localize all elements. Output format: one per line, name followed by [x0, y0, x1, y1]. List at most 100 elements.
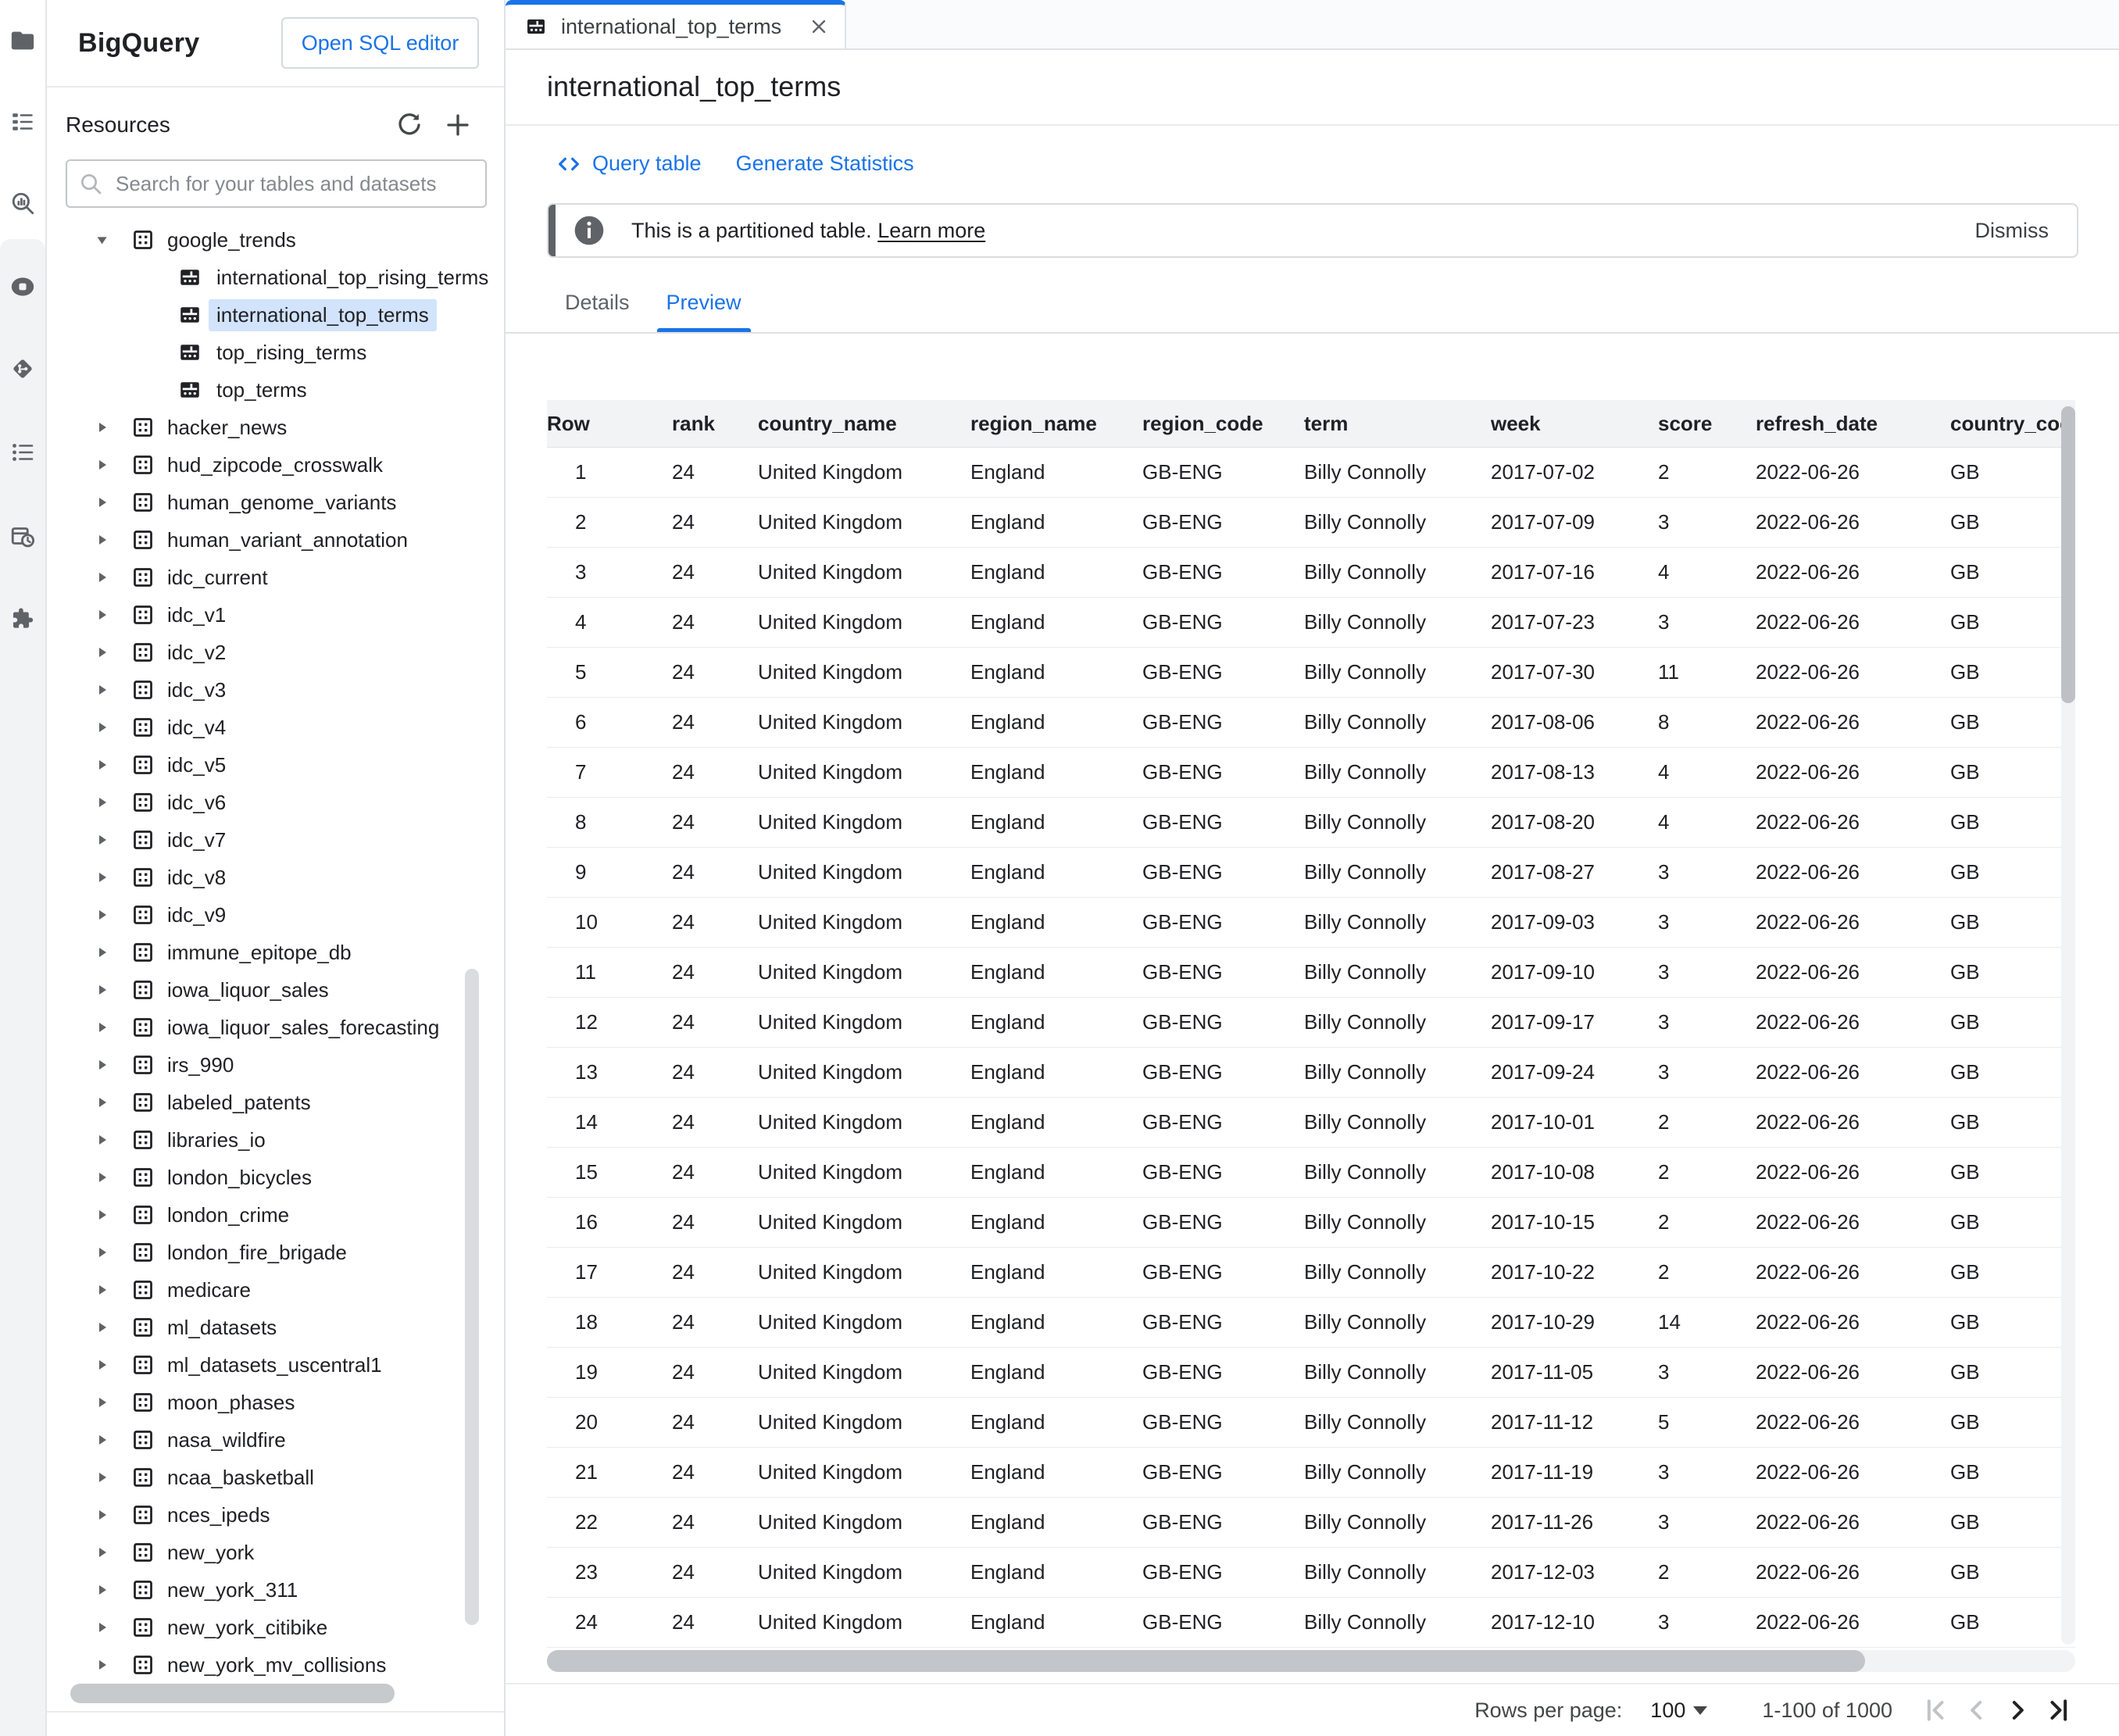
- rows-per-page-select[interactable]: 100: [1650, 1698, 1708, 1723]
- tree-item[interactable]: immune_epitope_db: [47, 934, 504, 971]
- tree-item[interactable]: google_trends: [47, 221, 504, 259]
- dataform-icon[interactable]: [9, 355, 36, 382]
- table-horizontal-scrollbar-thumb[interactable]: [547, 1650, 1865, 1672]
- expander-icon[interactable]: [92, 1534, 113, 1571]
- tab-preview[interactable]: Preview: [656, 291, 751, 332]
- tree-item[interactable]: london_bicycles: [47, 1159, 504, 1196]
- tree-item[interactable]: top_rising_terms: [47, 334, 504, 371]
- last-page-icon[interactable]: [2038, 1690, 2078, 1731]
- tree-item[interactable]: nasa_wildfire: [47, 1421, 504, 1459]
- record-icon[interactable]: [9, 273, 36, 300]
- expander-icon[interactable]: [92, 821, 113, 859]
- generate-statistics-button[interactable]: Generate Statistics: [735, 152, 914, 175]
- table-list-icon[interactable]: [9, 109, 36, 135]
- expander-icon[interactable]: [92, 1046, 113, 1084]
- tree-item[interactable]: international_top_terms: [47, 296, 504, 334]
- tree-vertical-scrollbar[interactable]: [465, 969, 479, 1625]
- tree-item[interactable]: hud_zipcode_crosswalk: [47, 446, 504, 484]
- tree-item[interactable]: irs_990: [47, 1046, 504, 1084]
- expander-icon[interactable]: [92, 1234, 113, 1271]
- tree-item[interactable]: idc_v5: [47, 746, 504, 784]
- expander-icon[interactable]: [92, 1309, 113, 1346]
- expander-icon[interactable]: [92, 1646, 113, 1684]
- expander-icon[interactable]: [92, 221, 113, 259]
- tree-item[interactable]: hacker_news: [47, 409, 504, 446]
- tree-item[interactable]: idc_v1: [47, 596, 504, 634]
- tree-item[interactable]: idc_v7: [47, 821, 504, 859]
- tree-item[interactable]: idc_v2: [47, 634, 504, 671]
- tree-item[interactable]: top_terms: [47, 371, 504, 409]
- add-data-plus-icon[interactable]: [443, 110, 473, 140]
- expander-icon[interactable]: [92, 671, 113, 709]
- tree-item[interactable]: medicare: [47, 1271, 504, 1309]
- expander-icon[interactable]: [92, 1159, 113, 1196]
- expander-icon[interactable]: [92, 859, 113, 896]
- expander-icon[interactable]: [92, 1571, 113, 1609]
- tree-item[interactable]: idc_v8: [47, 859, 504, 896]
- tree-item[interactable]: international_top_rising_terms: [47, 259, 504, 296]
- table-horizontal-scrollbar[interactable]: [547, 1650, 2075, 1672]
- expander-icon[interactable]: [92, 1384, 113, 1421]
- folder-icon[interactable]: [9, 27, 36, 54]
- tree-item[interactable]: idc_v6: [47, 784, 504, 821]
- search-input[interactable]: [114, 170, 485, 197]
- expander-icon[interactable]: [92, 446, 113, 484]
- sidebar-horizontal-scrollbar[interactable]: [70, 1684, 395, 1703]
- expander-icon[interactable]: [92, 934, 113, 971]
- tree-item[interactable]: human_variant_annotation: [47, 521, 504, 559]
- expander-icon[interactable]: [92, 1271, 113, 1309]
- tree-item[interactable]: ncaa_basketball: [47, 1459, 504, 1496]
- expander-icon[interactable]: [92, 1196, 113, 1234]
- expander-icon[interactable]: [92, 1421, 113, 1459]
- tree-item[interactable]: new_york_311: [47, 1571, 504, 1609]
- tree-item[interactable]: libraries_io: [47, 1121, 504, 1159]
- tree-item[interactable]: human_genome_variants: [47, 484, 504, 521]
- tree-item[interactable]: ml_datasets: [47, 1309, 504, 1346]
- first-page-icon[interactable]: [1916, 1690, 1956, 1731]
- expander-icon[interactable]: [92, 1496, 113, 1534]
- expander-icon[interactable]: [92, 521, 113, 559]
- scheduled-queries-icon[interactable]: [9, 523, 36, 550]
- expander-icon[interactable]: [92, 596, 113, 634]
- tree-item[interactable]: labeled_patents: [47, 1084, 504, 1121]
- expander-icon[interactable]: [92, 1459, 113, 1496]
- refresh-icon[interactable]: [395, 110, 424, 140]
- tab-international-top-terms[interactable]: international_top_terms: [506, 0, 846, 48]
- tree-item[interactable]: idc_v3: [47, 671, 504, 709]
- tree-item[interactable]: london_fire_brigade: [47, 1234, 504, 1271]
- expander-icon[interactable]: [92, 709, 113, 746]
- tree-item[interactable]: new_york_citibike: [47, 1609, 504, 1646]
- expander-icon[interactable]: [92, 971, 113, 1009]
- expander-icon[interactable]: [92, 1609, 113, 1646]
- tree-item[interactable]: moon_phases: [47, 1384, 504, 1421]
- expander-icon[interactable]: [92, 1009, 113, 1046]
- query-table-button[interactable]: Query table: [556, 152, 702, 177]
- expander-icon[interactable]: [92, 559, 113, 596]
- close-icon[interactable]: [807, 15, 831, 38]
- expander-icon[interactable]: [92, 1121, 113, 1159]
- extensions-puzzle-icon[interactable]: [9, 605, 36, 632]
- tree-item[interactable]: new_york: [47, 1534, 504, 1571]
- learn-more-link[interactable]: Learn more: [877, 218, 986, 242]
- expander-icon[interactable]: [92, 1084, 113, 1121]
- table-vertical-scrollbar-thumb[interactable]: [2061, 406, 2075, 703]
- open-sql-editor-button[interactable]: Open SQL editor: [281, 17, 479, 69]
- tree-item[interactable]: nces_ipeds: [47, 1496, 504, 1534]
- table-vertical-scrollbar[interactable]: [2061, 400, 2075, 1645]
- tree-item[interactable]: new_york_mv_collisions: [47, 1646, 504, 1684]
- expander-icon[interactable]: [92, 409, 113, 446]
- query-search-icon[interactable]: [9, 190, 36, 216]
- tree-item[interactable]: ml_datasets_uscentral1: [47, 1346, 504, 1384]
- tree-item[interactable]: iowa_liquor_sales_forecasting: [47, 1009, 504, 1046]
- tree-item[interactable]: idc_v9: [47, 896, 504, 934]
- search-box[interactable]: [66, 159, 487, 208]
- expander-icon[interactable]: [92, 1346, 113, 1384]
- expander-icon[interactable]: [92, 784, 113, 821]
- expander-icon[interactable]: [92, 634, 113, 671]
- expander-icon[interactable]: [92, 484, 113, 521]
- tree-item[interactable]: london_crime: [47, 1196, 504, 1234]
- previous-page-icon[interactable]: [1956, 1690, 1997, 1731]
- bullet-list-icon[interactable]: [9, 439, 36, 466]
- next-page-icon[interactable]: [1997, 1690, 2038, 1731]
- tree-item[interactable]: iowa_liquor_sales: [47, 971, 504, 1009]
